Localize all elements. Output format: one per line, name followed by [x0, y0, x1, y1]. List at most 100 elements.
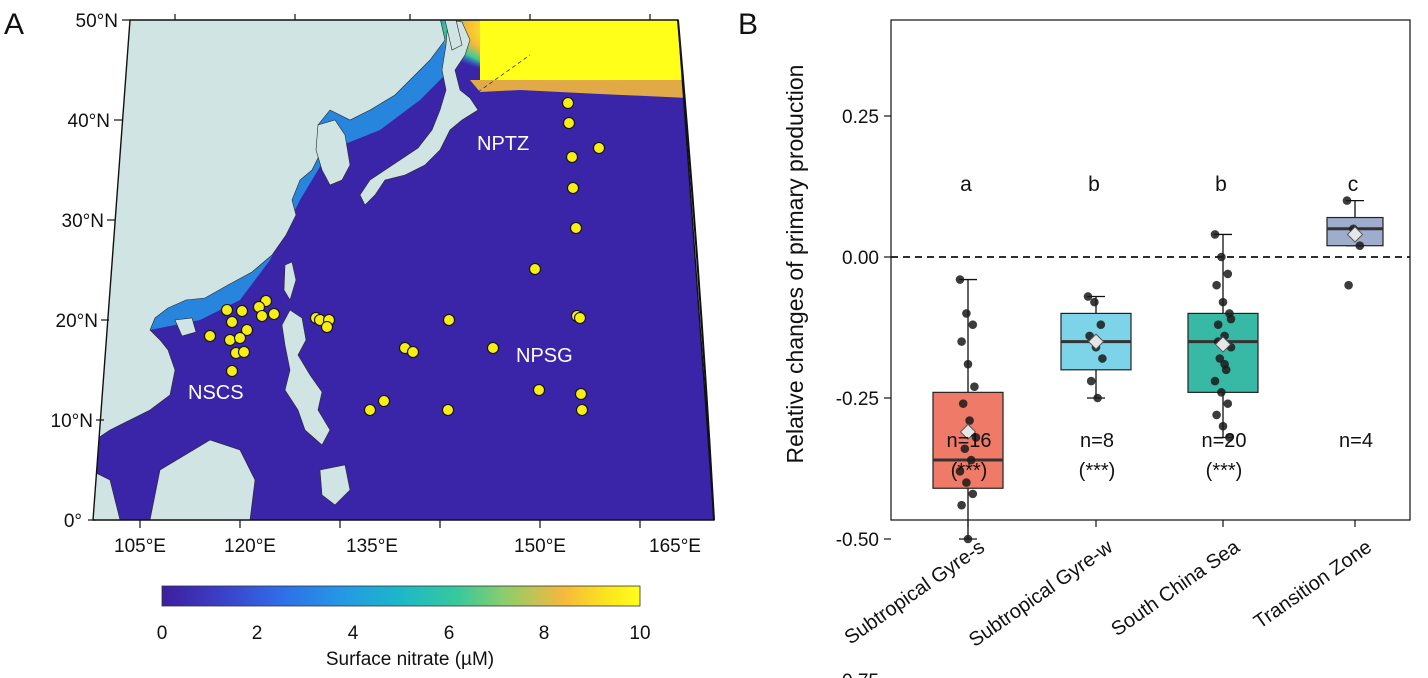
station	[225, 315, 239, 329]
data-point	[966, 455, 976, 465]
data-point	[1223, 399, 1233, 408]
box-group	[1060, 292, 1132, 403]
data-point	[955, 275, 965, 284]
data-point	[958, 399, 968, 408]
station	[255, 309, 269, 323]
group-letter: b	[1215, 173, 1227, 196]
data-point	[1212, 280, 1221, 290]
data-point	[1210, 230, 1220, 239]
station	[377, 394, 391, 408]
plot-frame	[890, 19, 1411, 521]
n-label: n=8	[1080, 430, 1114, 452]
lon-label: 150°E	[514, 536, 566, 557]
station	[532, 383, 546, 397]
data-point	[1215, 354, 1225, 363]
land-malaysia	[93, 469, 121, 520]
station	[233, 331, 247, 345]
lat-label: 10°N	[51, 411, 93, 432]
region-label-nscs: NSCS	[188, 382, 244, 404]
lat-label: 50°N	[76, 11, 118, 32]
data-point	[1086, 376, 1096, 386]
data-point	[1217, 252, 1226, 262]
map-area	[93, 20, 714, 520]
station	[528, 262, 542, 276]
land-korea	[315, 119, 351, 186]
land-japan	[359, 20, 479, 206]
nptz-edge	[470, 80, 690, 98]
station	[562, 116, 576, 130]
station	[237, 345, 251, 359]
panel-a-letter: A	[4, 8, 24, 41]
y-axis-label: Relative changes of primary production	[782, 65, 808, 464]
land-sulawesi	[319, 464, 351, 506]
station	[569, 221, 583, 235]
data-point	[1096, 320, 1106, 329]
data-point	[960, 444, 970, 454]
station	[561, 96, 575, 110]
station	[320, 320, 334, 334]
significance-label: (***)	[1206, 460, 1243, 482]
station	[592, 141, 606, 155]
data-point	[1098, 354, 1107, 363]
panel-b-letter: B	[738, 8, 758, 41]
land-taiwan	[283, 261, 297, 301]
mean-marker	[1087, 333, 1105, 350]
colorbar-tick: 0	[157, 623, 168, 644]
station	[225, 364, 239, 378]
lat-label: 0°	[64, 511, 82, 532]
data-point	[1225, 433, 1234, 442]
station	[363, 403, 377, 417]
group-letter: c	[1348, 173, 1359, 196]
station	[486, 341, 500, 355]
y-tick-label: -0.25	[836, 389, 879, 410]
station	[574, 387, 588, 401]
colorbar-label: Surface nitrate (µM)	[326, 649, 494, 670]
data-point	[971, 433, 981, 442]
data-point	[1355, 241, 1365, 251]
mean-marker	[959, 423, 977, 441]
data-point	[955, 467, 965, 476]
data-point	[1090, 297, 1099, 307]
data-point	[1342, 196, 1352, 205]
n-label: n=20	[1201, 430, 1246, 452]
station	[223, 333, 237, 347]
colorbar-tick: 4	[348, 623, 359, 644]
data-point	[1210, 376, 1220, 386]
data-point	[962, 478, 971, 487]
lon-label: 105°E	[114, 536, 166, 557]
station	[220, 303, 234, 317]
y-ticks: 0.750.500.250.00-0.25-0.50-0.75	[836, 107, 891, 678]
data-point	[1213, 320, 1223, 329]
lat-label: 40°N	[68, 111, 110, 132]
box	[932, 391, 1004, 489]
region-label-npsg: NPSG	[516, 345, 573, 367]
station	[267, 307, 281, 321]
station	[573, 311, 587, 325]
box-group	[1326, 196, 1384, 290]
station	[442, 313, 456, 327]
boxes	[932, 196, 1384, 544]
mean-marker	[1346, 226, 1364, 243]
station	[575, 403, 589, 417]
land-hainan	[174, 317, 197, 337]
data-point	[1223, 269, 1233, 279]
y-tick-label: 0.25	[842, 107, 879, 128]
data-point	[970, 382, 979, 392]
map-right-edge	[677, 19, 715, 521]
data-point	[963, 359, 973, 369]
x-category-label: South China Sea	[1107, 536, 1244, 641]
data-point	[957, 337, 966, 346]
colorbar-tick: 10	[629, 623, 650, 644]
lon-label: 120°E	[224, 536, 276, 557]
lon-label: 165°E	[649, 536, 701, 557]
data-point	[1218, 421, 1228, 431]
boxplot-panel: Relative changes of primary production 0…	[782, 19, 1411, 678]
lat-label: 20°N	[56, 311, 98, 332]
x-category-label: Transition Zone	[1250, 536, 1376, 633]
region-label-nptz: NPTZ	[477, 133, 529, 155]
station	[203, 329, 217, 343]
land-mainland	[93, 20, 446, 441]
station-markers	[203, 96, 606, 417]
data-point	[1218, 297, 1228, 307]
